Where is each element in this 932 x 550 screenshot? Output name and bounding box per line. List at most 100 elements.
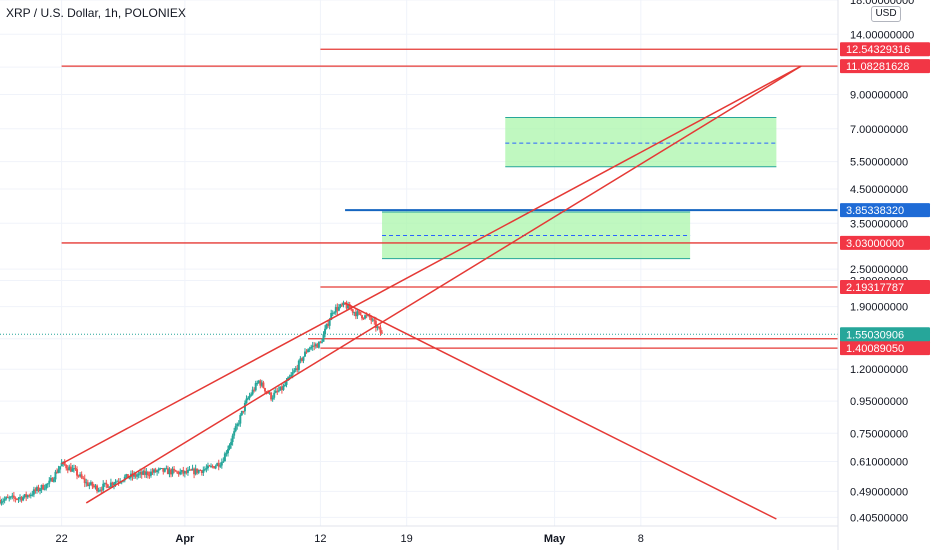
price-tick-label: 0.49000000: [850, 486, 908, 498]
candle-body: [180, 470, 183, 472]
candle-body: [157, 468, 160, 471]
candle-body: [182, 470, 185, 474]
candle-body: [28, 495, 31, 497]
candle-body: [381, 332, 384, 334]
candle-body: [226, 449, 229, 454]
candle-body: [239, 415, 242, 424]
candle-body: [237, 423, 240, 425]
candle-body: [142, 470, 145, 475]
horizontal-levels: [0, 48, 838, 349]
candle-body: [106, 484, 109, 488]
candle-body: [222, 461, 225, 463]
price-tick-label: 18.00000000: [850, 0, 914, 7]
candle-body: [320, 341, 323, 343]
candle-body: [74, 468, 77, 470]
currency-button[interactable]: USD: [871, 6, 901, 22]
candle-body: [217, 463, 220, 467]
candle-body: [2, 500, 5, 502]
candle-body: [231, 435, 234, 443]
candle-body: [340, 304, 343, 306]
candle-body: [26, 495, 29, 498]
candle-body: [228, 445, 231, 450]
level-price-tag-bg: [840, 341, 930, 356]
candle-body: [247, 398, 250, 400]
candle-body: [97, 490, 100, 492]
candle-body: [270, 392, 273, 400]
candle-body: [102, 483, 105, 491]
candle-body: [69, 466, 72, 472]
candle-body: [85, 482, 88, 484]
price-tick-label: 1.20000000: [850, 364, 908, 376]
candle-body: [51, 478, 54, 482]
time-tick-label: 8: [638, 533, 644, 545]
candle-body: [240, 410, 243, 416]
candle-body: [265, 391, 268, 393]
candle-body: [89, 482, 92, 485]
candle-body: [199, 470, 202, 472]
candle-body: [331, 312, 334, 314]
price-tick-label: 0.95000000: [850, 396, 908, 408]
candle-body: [274, 390, 277, 393]
price-axis-bg: [838, 0, 932, 550]
candle-body: [111, 482, 114, 486]
candle-body: [190, 469, 193, 471]
candle-body: [126, 474, 129, 479]
candle-body: [336, 307, 339, 311]
candle-body: [45, 484, 48, 489]
candle-body: [339, 304, 342, 307]
price-tick-label: 2.50000000: [850, 264, 908, 276]
candle-body: [39, 489, 42, 491]
candle-body: [108, 486, 111, 488]
price-axis[interactable]: 18.0000000014.0000000011.000000009.00000…: [837, 0, 932, 550]
candle-body: [373, 319, 376, 321]
candle-body: [76, 469, 79, 476]
trendline: [344, 302, 777, 520]
candle-body: [351, 309, 354, 313]
candle-body: [66, 468, 69, 471]
candle-body: [279, 386, 282, 391]
candle-body: [291, 372, 294, 375]
candle-body: [219, 465, 222, 467]
candle-body: [134, 473, 137, 477]
candle-body: [283, 384, 286, 386]
candle-body: [361, 315, 364, 319]
candle-body: [37, 487, 40, 491]
candle-body: [280, 386, 283, 390]
price-tick-label: 5.50000000: [850, 157, 908, 169]
candle-body: [59, 466, 62, 470]
candle-body: [12, 495, 15, 498]
candle-body: [214, 465, 217, 469]
candle-body: [5, 497, 8, 500]
candle-body: [213, 466, 216, 469]
candle-body: [243, 402, 246, 412]
candle-body: [34, 489, 37, 491]
candle-body: [23, 494, 26, 498]
candle-body: [308, 348, 311, 350]
candle-body: [310, 346, 313, 349]
candle-body: [156, 470, 159, 473]
candle-body: [317, 341, 320, 348]
candle-body: [162, 468, 165, 472]
candle-body: [17, 498, 20, 500]
candle-body: [262, 382, 265, 389]
candle-body: [88, 484, 91, 486]
candle-body: [288, 376, 291, 378]
time-axis[interactable]: 22 Apr 12 19 May 8: [0, 525, 838, 545]
candle-body: [254, 383, 257, 391]
price-tick-label: 0.75000000: [850, 428, 908, 440]
price-tick-label: 1.90000000: [850, 302, 908, 314]
candle-body: [196, 468, 199, 473]
candle-body: [46, 483, 49, 485]
candle-body: [114, 481, 117, 484]
candle-body: [169, 469, 172, 475]
candle-body: [370, 317, 373, 321]
candle-body: [371, 319, 374, 321]
candle-body: [208, 465, 211, 467]
candle-body: [197, 470, 200, 473]
candle-body: [186, 470, 189, 473]
price-tick-label: 7.00000000: [850, 124, 908, 136]
candles: [0, 300, 384, 506]
candle-body: [153, 469, 156, 473]
candle-body: [105, 482, 108, 485]
